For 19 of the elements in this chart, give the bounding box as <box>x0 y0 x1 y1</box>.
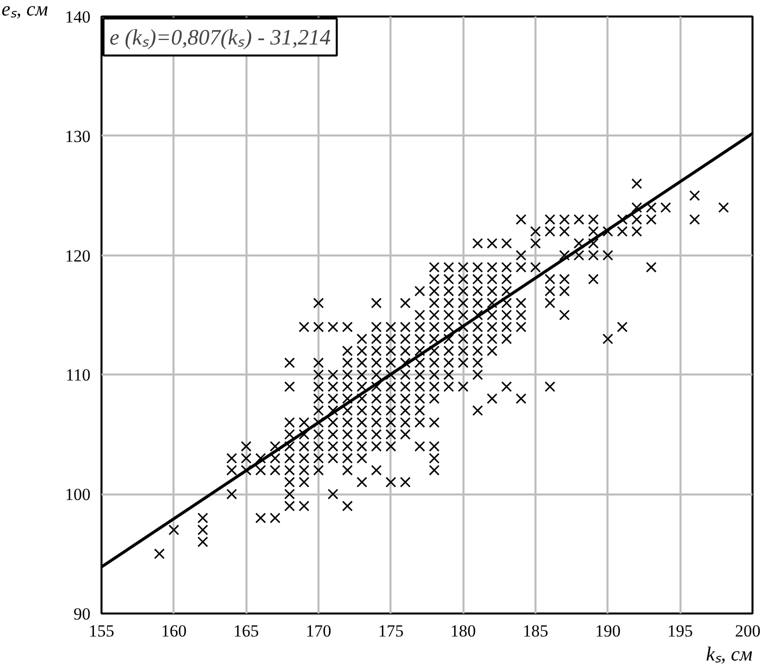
x-tick-label: 155 <box>88 622 114 640</box>
y-tick-label: 130 <box>65 126 90 146</box>
y-tick-label: 100 <box>65 485 90 504</box>
x-tick-label: 190 <box>595 622 621 640</box>
annotation: e (kₛ)=0,807(kₛ) - 31,214 <box>110 24 331 50</box>
y-tick-label: 120 <box>65 246 90 266</box>
x-tick-label: 185 <box>522 622 548 640</box>
x-tick-label: 170 <box>306 622 332 640</box>
x-tick-label: 180 <box>450 622 476 640</box>
x-axis-title: kₛ, см <box>706 644 753 666</box>
x-tick-label: 200 <box>735 622 760 640</box>
x-tick-label: 195 <box>667 622 693 640</box>
y-tick-label: 140 <box>65 8 90 26</box>
x-tick-label: 175 <box>378 622 404 640</box>
y-tick-label: 110 <box>66 366 91 385</box>
y-axis-title: eₛ, см <box>2 0 48 20</box>
x-tick-label: 160 <box>161 622 187 640</box>
y-tick-label: 90 <box>74 604 90 624</box>
x-tick-label: 165 <box>233 622 259 640</box>
